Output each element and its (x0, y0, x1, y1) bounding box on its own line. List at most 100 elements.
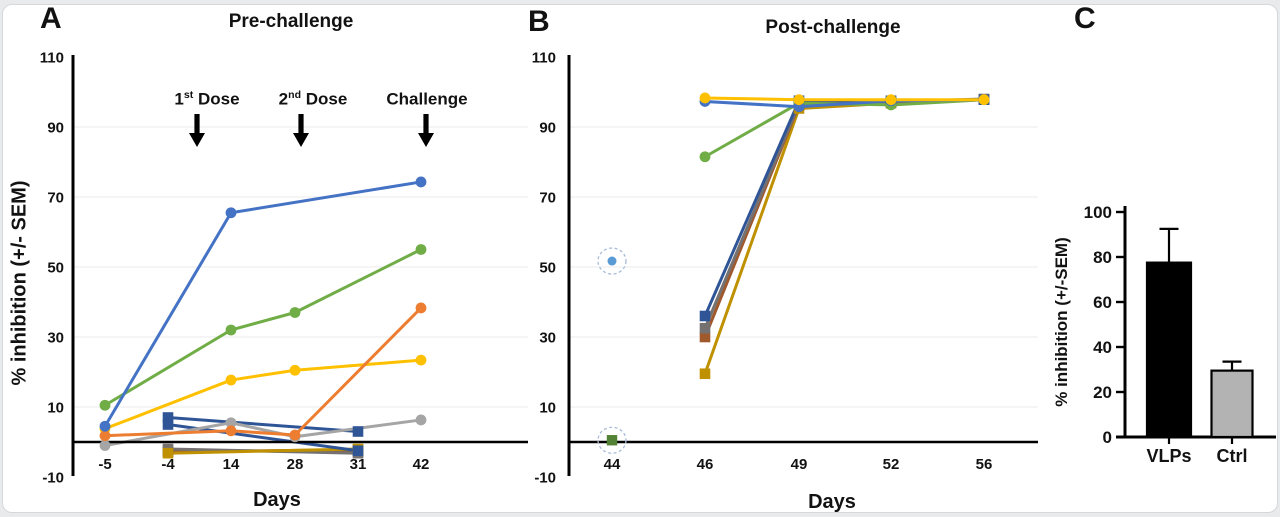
series-line-vlp-yellow (103, 358, 423, 431)
y-tick-label-110: 110 (40, 50, 64, 67)
panel-c-y-axis-label: % inhibition (+/-SEM) (1052, 237, 1071, 407)
marker-vlp-gray (99, 440, 111, 451)
annotation-second-dose-sup: nd (288, 89, 302, 101)
marker-vlp-orange (225, 425, 237, 437)
panel-a-y-axis-label: % inhibition (+/- SEM) (8, 180, 31, 386)
marker-vlp-yellow (885, 94, 897, 106)
annotation-challenge-pre: Challenge (386, 89, 468, 109)
x-tick-label-46: 46 (697, 456, 714, 473)
marker-ctrl-gray (699, 322, 711, 334)
marker-ctrl-navy-b (162, 419, 174, 430)
c-x-label-Ctrl: Ctrl (1217, 446, 1248, 466)
figure-card (2, 4, 1278, 513)
series-line-vlp-orange (103, 306, 423, 438)
marker-vlp-green (99, 399, 111, 411)
marker-vlp-yellow (978, 94, 990, 106)
annotation-second-dose-pre: 2 (278, 89, 289, 109)
annotation-arrow-2 (293, 114, 309, 147)
y-tick-label--10: -10 (42, 470, 64, 487)
marker-vlp-yellow (793, 94, 805, 106)
marker-vlp-gray (225, 417, 237, 429)
marker-vlp-yellow (225, 374, 237, 386)
bar-Ctrl (1210, 369, 1254, 439)
marker-vlp-gray (415, 414, 427, 426)
panel-b-x-axis-label: Days (808, 491, 856, 513)
panel-a-letter: A (40, 2, 62, 35)
marker-ctrl-olive (699, 368, 711, 380)
series-line-ctrl-olive (166, 447, 360, 455)
marker-vlp-yellow (289, 364, 301, 376)
marker-vlp-blue (99, 420, 111, 432)
y-tick-label-70: 70 (539, 190, 556, 207)
annotation-first-dose-sup: st (183, 89, 194, 101)
x-tick-label-56: 56 (976, 456, 993, 473)
marker-ctrl-navy-a (352, 426, 364, 437)
x-tick-label-31: 31 (350, 456, 367, 473)
y-tick-label-90: 90 (539, 120, 556, 137)
series-line-vlp-blue (103, 180, 423, 428)
annotation-second-dose: 2nd Dose (279, 89, 348, 110)
marker-ctrl-brown (699, 331, 711, 343)
annotation-first-dose-pre: 1 (174, 89, 184, 109)
x-tick-label-42: 42 (413, 456, 430, 473)
marker-vlp-orange (289, 429, 301, 441)
c-y-tick-label-0: 0 (1103, 428, 1112, 447)
marker-vlp-yellow (415, 354, 427, 366)
c-y-tick-label-20: 20 (1093, 383, 1112, 402)
annotation-challenge: Challenge (386, 89, 467, 110)
y-tick-label-110: 110 (532, 50, 556, 67)
bar-VLPs (1145, 261, 1193, 439)
panel-b-letter: B (528, 5, 550, 38)
marker-ctrl-navy-b (352, 445, 364, 457)
annotation-first-dose: 1st Dose (174, 89, 239, 110)
x-tick-label--4: -4 (161, 456, 175, 473)
marker-ctrl-green-day44 (606, 435, 618, 446)
y-tick-label-10: 10 (47, 400, 64, 417)
annotation-arrow-1 (189, 114, 205, 147)
outlier-ring-ctrl-green-day44 (597, 426, 627, 454)
marker-vlp-orange (99, 430, 111, 442)
series-line-vlp-yellow (703, 96, 986, 102)
y-tick-label-70: 70 (47, 190, 64, 207)
c-y-tick-label-100: 100 (1084, 203, 1112, 222)
panel-b-title: Post-challenge (765, 17, 901, 38)
series-line-ctrl-navy-a (166, 416, 360, 433)
c-y-tick-label-40: 40 (1093, 338, 1112, 357)
marker-vlp-green (415, 244, 427, 255)
y-tick-label-90: 90 (47, 120, 64, 137)
marker-vlp-blue-day44 (607, 256, 617, 266)
x-tick-label-14: 14 (223, 456, 240, 473)
marker-ctrl-navy-a (162, 412, 174, 423)
y-tick-label--10: -10 (534, 470, 556, 487)
series-line-vlp-green (103, 248, 423, 407)
x-tick-label-28: 28 (287, 456, 304, 473)
x-tick-label-52: 52 (883, 456, 900, 473)
marker-ctrl-navy (699, 310, 711, 322)
c-y-tick-label-60: 60 (1093, 293, 1112, 312)
y-tick-label-30: 30 (539, 330, 556, 347)
panel-a-title: Pre-challenge (228, 11, 354, 32)
c-x-label-VLPs: VLPs (1146, 446, 1191, 466)
annotation-arrow-3 (418, 114, 434, 147)
series-line-vlp-green (703, 98, 986, 159)
marker-vlp-orange (415, 302, 427, 314)
y-tick-label-10: 10 (539, 400, 556, 417)
x-tick-label-44: 44 (604, 456, 621, 473)
y-tick-label-50: 50 (47, 260, 64, 277)
marker-vlp-green (699, 151, 711, 163)
annotation-first-dose-post: Dose (193, 89, 240, 109)
marker-vlp-green (225, 324, 237, 336)
marker-vlp-green (289, 307, 301, 318)
x-tick-label--5: -5 (98, 456, 111, 473)
c-y-tick-label-80: 80 (1093, 248, 1112, 267)
marker-ctrl-olive (162, 447, 174, 459)
outlier-ring-vlp-blue-day44 (597, 247, 627, 275)
y-tick-label-50: 50 (539, 260, 556, 277)
panel-a-x-axis-label: Days (253, 489, 301, 511)
y-tick-label-30: 30 (47, 330, 64, 347)
marker-vlp-blue (415, 176, 427, 188)
marker-vlp-blue (225, 207, 237, 219)
marker-vlp-yellow (699, 92, 711, 104)
